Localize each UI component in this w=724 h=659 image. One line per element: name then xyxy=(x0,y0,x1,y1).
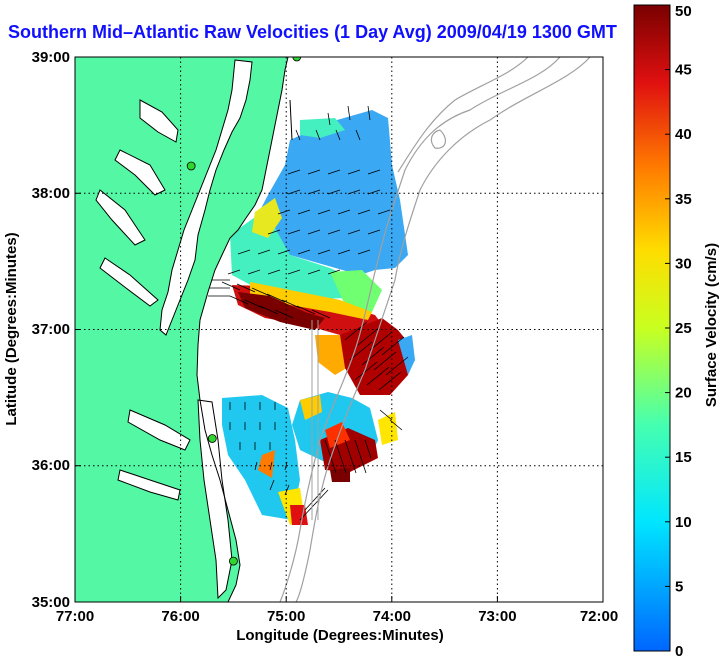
colorbar-tick-label: 50 xyxy=(675,3,692,20)
x-tick-label: 73:00 xyxy=(478,608,516,625)
colorbar-tick-label: 15 xyxy=(675,449,692,466)
x-tick-labels: 77:00 76:00 75:00 74:00 73:00 72:00 xyxy=(56,608,618,625)
colorbar-tick-label: 45 xyxy=(675,62,692,79)
x-tick-label: 75:00 xyxy=(267,608,305,625)
current-vectors xyxy=(208,105,409,521)
colorbar-tick-label: 40 xyxy=(675,126,692,143)
station-marker xyxy=(207,434,217,443)
y-tick-labels: 39:00 38:00 37:00 36:00 35:00 xyxy=(32,49,70,611)
station-marker xyxy=(186,161,196,171)
colorbar-tick-label: 5 xyxy=(675,578,683,595)
colorbar-gradient xyxy=(633,4,671,652)
coastline xyxy=(196,57,289,602)
y-axis-label: Latitude (Degrees:Minutes) xyxy=(3,232,20,425)
colorbar-tick-label: 10 xyxy=(675,514,692,531)
x-tick-label: 76:00 xyxy=(161,608,199,625)
y-tick-label: 39:00 xyxy=(32,49,70,66)
colorbar-tick-label: 20 xyxy=(675,385,692,402)
x-tick-label: 77:00 xyxy=(56,608,94,625)
y-tick-label: 36:00 xyxy=(32,457,70,474)
y-tick-label: 38:00 xyxy=(32,185,70,202)
x-tick-label: 74:00 xyxy=(373,608,411,625)
colorbar-label: Surface Velocity (cm/s) xyxy=(703,243,720,407)
station-markers xyxy=(186,57,302,566)
x-tick-label: 72:00 xyxy=(580,608,618,625)
tick-marks xyxy=(75,192,498,602)
inland-water xyxy=(95,59,293,600)
station-marker xyxy=(292,57,302,62)
graticule xyxy=(75,57,603,602)
colorbar-tick-label: 35 xyxy=(675,191,692,208)
x-axis-label: Longitude (Degrees:Minutes) xyxy=(236,627,444,644)
station-marker xyxy=(228,556,238,566)
land-mass xyxy=(75,57,288,602)
colorbar-tick-label: 30 xyxy=(675,255,692,272)
y-tick-label: 37:00 xyxy=(32,321,70,338)
colorbar-tick-label: 25 xyxy=(675,320,692,337)
y-tick-label: 35:00 xyxy=(32,594,70,611)
map-title: Southern Mid–Atlantic Raw Velocities (1 … xyxy=(8,22,617,42)
bathymetry-contours xyxy=(279,57,591,602)
colorbar-tick-label: 0 xyxy=(675,643,683,659)
